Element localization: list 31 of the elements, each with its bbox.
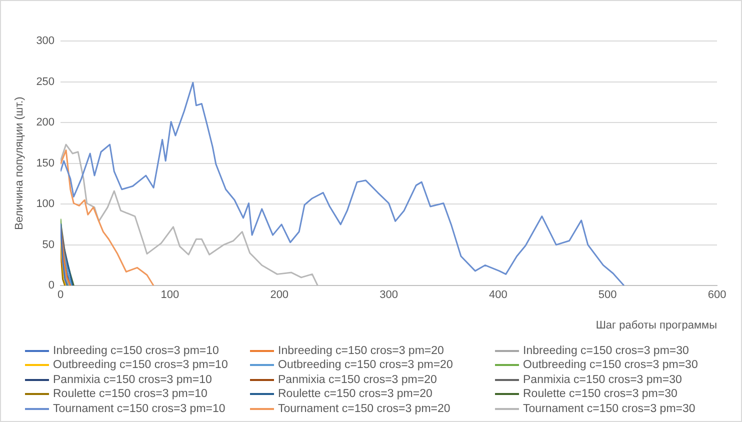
- y-tick-label: 100: [36, 198, 55, 210]
- legend-label: Roulette c=150 cros=3 pm=20: [278, 388, 432, 400]
- y-tick-label: 200: [36, 116, 55, 129]
- legend-label: Inbreeding c=150 cros=3 pm=10: [53, 344, 219, 357]
- x-tick-label: 400: [489, 289, 508, 302]
- legend-label: Outbreeding c=150 cros=3 pm=30: [523, 359, 698, 372]
- legend-label: Tournament c=150 cros=3 pm=10: [53, 402, 226, 415]
- x-tick-label: 200: [270, 289, 289, 302]
- x-tick-label: 600: [708, 289, 726, 302]
- legend-label: Panmixia c=150 cros=3 pm=30: [523, 374, 682, 386]
- y-tick-label: 0: [48, 280, 55, 292]
- legend-label: Outbreeding c=150 cros=3 pm=10: [53, 359, 228, 372]
- legend-label: Inbreeding c=150 cros=3 pm=20: [278, 344, 444, 357]
- y-tick-label: 150: [36, 157, 55, 170]
- legend-label: Tournament c=150 cros=3 pm=20: [278, 402, 450, 415]
- x-tick-label: 300: [380, 289, 398, 302]
- x-tick-label: 100: [160, 289, 180, 302]
- legend-label: Roulette c=150 cros=3 pm=10: [53, 388, 208, 400]
- legend-label: Panmixia c=150 cros=3 pm=10: [53, 374, 212, 386]
- legend-label: Panmixia c=150 cros=3 pm=20: [278, 374, 437, 386]
- x-axis-title: Шаг работы программы: [596, 319, 718, 332]
- legend-label: Inbreeding c=150 cros=3 pm=30: [523, 344, 689, 357]
- y-axis-title: Величина популяции (шт.): [14, 96, 26, 230]
- legend-label: Outbreeding c=150 cros=3 pm=20: [278, 359, 453, 372]
- x-tick-label: 0: [57, 289, 64, 302]
- legend-label: Roulette c=150 cros=3 pm=30: [523, 388, 678, 400]
- y-tick-label: 300: [36, 35, 55, 48]
- y-tick-label: 50: [42, 238, 55, 251]
- x-tick-label: 500: [598, 289, 617, 302]
- y-tick-label: 250: [36, 76, 55, 88]
- legend-label: Tournament c=150 cros=3 pm=30: [523, 402, 696, 415]
